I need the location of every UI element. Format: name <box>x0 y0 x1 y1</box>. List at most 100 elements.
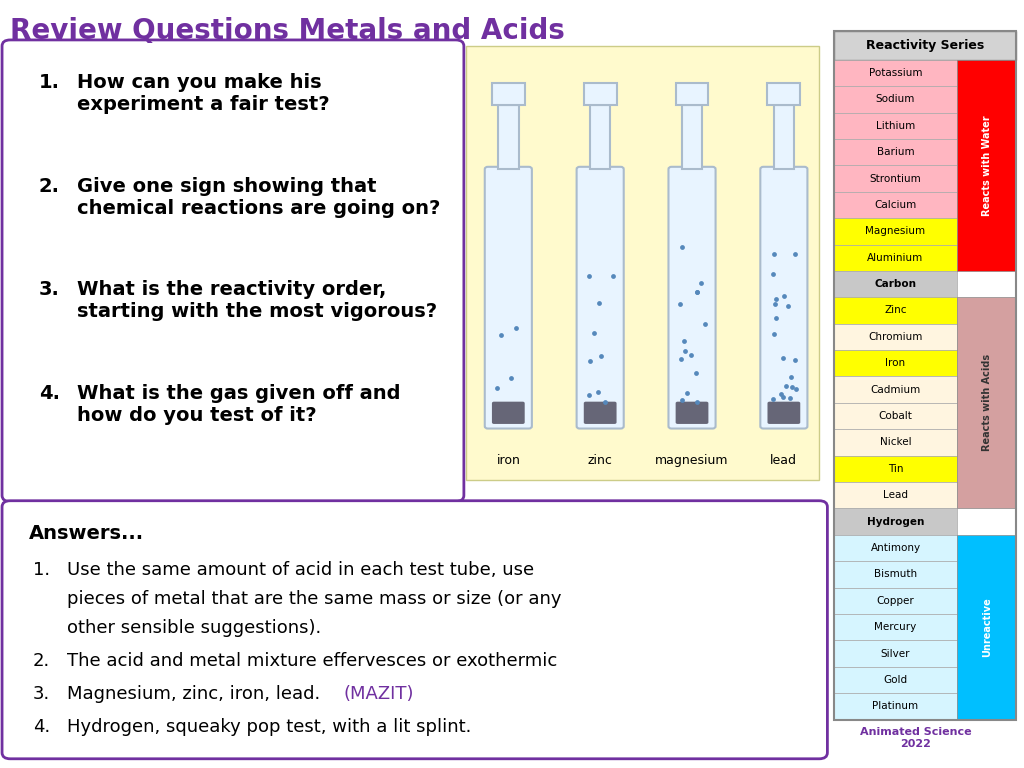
Text: What is the reactivity order,
starting with the most vigorous?: What is the reactivity order, starting w… <box>77 280 437 321</box>
Bar <box>834 641 957 667</box>
Bar <box>834 508 957 535</box>
Bar <box>834 31 1016 60</box>
Point <box>597 396 613 409</box>
Bar <box>466 46 819 480</box>
Point <box>489 382 506 395</box>
Bar <box>834 244 957 271</box>
Point <box>774 352 791 364</box>
Text: Calcium: Calcium <box>874 200 916 210</box>
Bar <box>834 667 957 694</box>
Text: Give one sign showing that
chemical reactions are going on?: Give one sign showing that chemical reac… <box>77 177 440 217</box>
Text: other sensible suggestions).: other sensible suggestions). <box>67 619 321 637</box>
Text: Silver: Silver <box>881 649 910 659</box>
Point <box>781 392 798 405</box>
Point <box>766 248 782 260</box>
Point <box>765 393 781 406</box>
Point <box>775 391 792 403</box>
Point <box>767 298 783 310</box>
Text: Gold: Gold <box>884 675 907 685</box>
Text: Barium: Barium <box>877 147 914 157</box>
Bar <box>834 482 957 508</box>
FancyBboxPatch shape <box>2 501 827 759</box>
Point <box>787 383 804 396</box>
Point <box>674 241 690 253</box>
Text: What is the gas given off and
how do you test of it?: What is the gas given off and how do you… <box>77 384 400 425</box>
Bar <box>492 84 524 105</box>
Bar <box>834 60 957 86</box>
Text: Cadmium: Cadmium <box>870 385 921 395</box>
Bar <box>834 139 957 165</box>
FancyBboxPatch shape <box>676 402 709 424</box>
Point <box>683 349 699 361</box>
Point <box>586 326 602 339</box>
Text: Hydrogen, squeaky pop test, with a lit splint.: Hydrogen, squeaky pop test, with a lit s… <box>67 718 471 736</box>
Point <box>766 328 782 340</box>
Bar <box>834 614 957 641</box>
Bar <box>584 84 616 105</box>
Point <box>582 270 598 283</box>
Text: Tin: Tin <box>888 464 903 474</box>
Bar <box>682 105 702 169</box>
FancyBboxPatch shape <box>768 402 801 424</box>
Text: Mercury: Mercury <box>874 622 916 632</box>
Point <box>780 300 797 312</box>
Text: 3.: 3. <box>33 685 50 703</box>
Bar <box>834 218 957 244</box>
Text: Use the same amount of acid in each test tube, use: Use the same amount of acid in each test… <box>67 561 534 578</box>
Text: Magnesium, zinc, iron, lead.: Magnesium, zinc, iron, lead. <box>67 685 337 703</box>
Bar <box>834 429 957 455</box>
FancyBboxPatch shape <box>2 40 464 502</box>
Point <box>768 312 784 324</box>
Text: 1.: 1. <box>39 73 60 92</box>
Point <box>590 386 606 398</box>
Text: 2.: 2. <box>39 177 60 196</box>
Text: Reacts with Acids: Reacts with Acids <box>982 354 991 452</box>
Point <box>679 387 695 399</box>
Text: Copper: Copper <box>877 596 914 606</box>
Point <box>674 394 690 406</box>
Text: Antimony: Antimony <box>870 543 921 553</box>
Bar <box>774 105 795 169</box>
Bar <box>834 271 957 297</box>
FancyBboxPatch shape <box>760 167 808 429</box>
Bar <box>834 455 957 482</box>
Text: Cobalt: Cobalt <box>879 411 912 421</box>
Text: Magnesium: Magnesium <box>865 227 926 237</box>
Point <box>503 372 519 384</box>
Point <box>778 379 795 392</box>
Text: 2.: 2. <box>33 652 50 670</box>
Text: The acid and metal mixture effervesces or exothermic: The acid and metal mixture effervesces o… <box>67 652 557 670</box>
Text: Carbon: Carbon <box>874 279 916 289</box>
Bar <box>834 350 957 376</box>
Bar <box>834 694 957 720</box>
Bar <box>957 60 1016 271</box>
Text: magnesium: magnesium <box>655 455 729 467</box>
Bar <box>834 535 957 561</box>
FancyBboxPatch shape <box>577 167 624 429</box>
Point <box>672 298 688 310</box>
Text: Bismuth: Bismuth <box>873 569 918 579</box>
Bar <box>834 297 957 323</box>
Text: Review Questions Metals and Acids: Review Questions Metals and Acids <box>10 17 565 45</box>
Point <box>591 296 607 309</box>
Text: Strontium: Strontium <box>869 174 922 184</box>
Text: Animated Science
2022: Animated Science 2022 <box>860 727 972 749</box>
FancyBboxPatch shape <box>584 402 616 424</box>
Bar <box>957 297 1016 508</box>
Text: Platinum: Platinum <box>872 701 919 711</box>
Text: 1.: 1. <box>33 561 50 578</box>
Text: iron: iron <box>497 455 520 467</box>
Point <box>689 286 706 299</box>
Text: Nickel: Nickel <box>880 438 911 448</box>
Bar <box>957 535 1016 720</box>
FancyBboxPatch shape <box>669 167 716 429</box>
Bar <box>834 86 957 113</box>
Text: Lithium: Lithium <box>876 121 915 131</box>
Point <box>508 322 524 334</box>
FancyBboxPatch shape <box>484 167 531 429</box>
Point <box>768 293 784 305</box>
Bar <box>498 105 518 169</box>
FancyBboxPatch shape <box>492 402 524 424</box>
Bar <box>834 192 957 218</box>
Bar <box>834 31 1016 720</box>
